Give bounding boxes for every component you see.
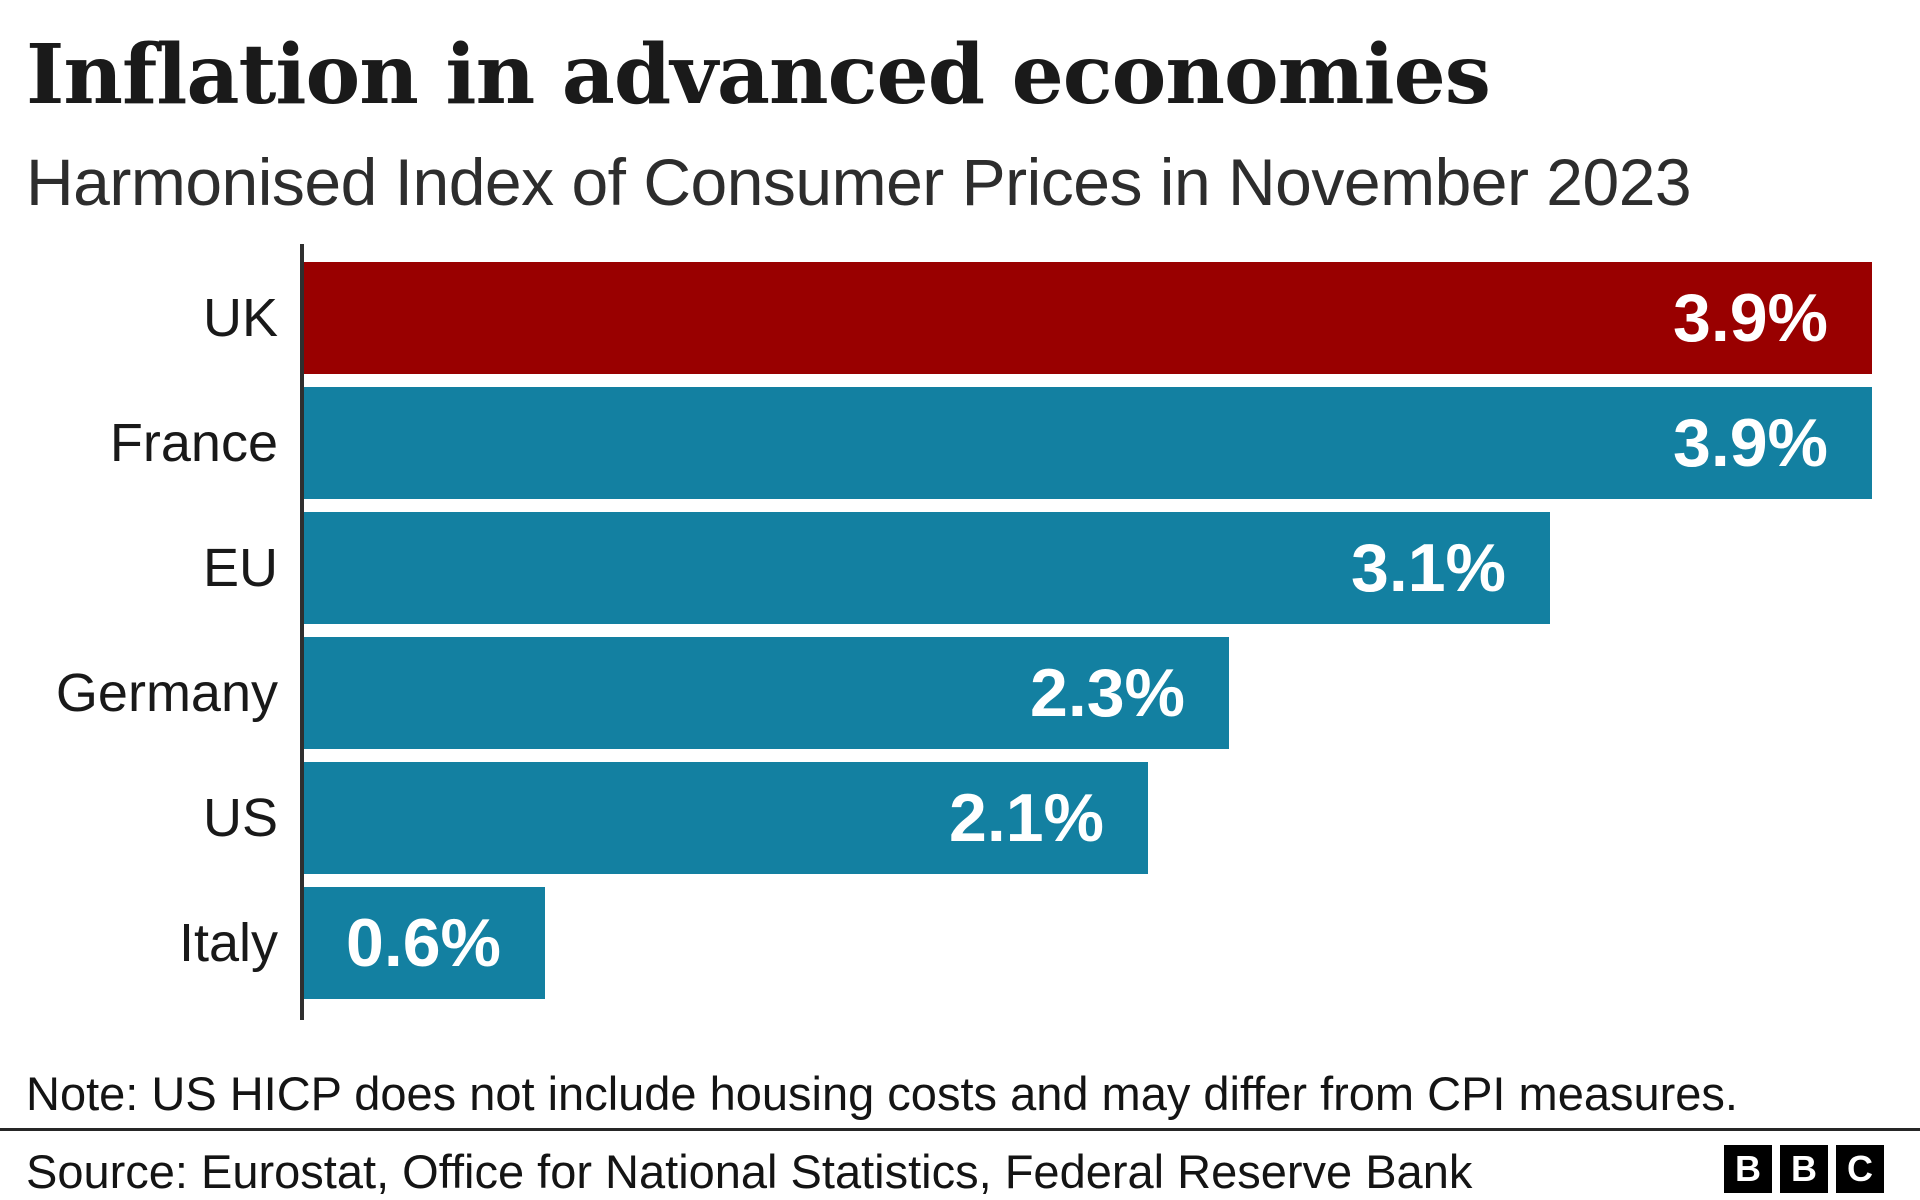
bar-us: 2.1% <box>304 762 1148 874</box>
value-label: 3.9% <box>1673 405 1828 481</box>
value-label: 3.1% <box>1351 530 1506 606</box>
value-label: 2.1% <box>949 780 1104 856</box>
bar-france: 3.9% <box>304 387 1872 499</box>
bar-italy: 0.6% <box>304 887 545 999</box>
category-label: UK <box>202 288 278 348</box>
bbc-logo-letter: B <box>1735 1148 1761 1189</box>
category-label: US <box>202 788 278 848</box>
chart-title: Inflation in advanced economies <box>26 27 1491 123</box>
bbc-logo-letter: B <box>1791 1148 1817 1189</box>
source-text: Source: Eurostat, Office for National St… <box>26 1145 1473 1198</box>
category-label: Germany <box>55 663 278 723</box>
value-label: 0.6% <box>346 905 501 981</box>
footer-divider <box>0 1128 1920 1131</box>
value-label: 3.9% <box>1673 280 1828 356</box>
category-label: France <box>109 413 278 473</box>
bbc-logo-letter: C <box>1847 1148 1873 1189</box>
bbc-logo-box: B <box>1724 1145 1772 1193</box>
bar-uk: 3.9% <box>304 262 1872 374</box>
bbc-logo: B B C <box>1724 1145 1884 1193</box>
bar-eu: 3.1% <box>304 512 1550 624</box>
chart-subtitle: Harmonised Index of Consumer Prices in N… <box>26 145 1692 219</box>
bar-germany: 2.3% <box>304 637 1229 749</box>
category-label: EU <box>202 538 278 598</box>
bar-chart-plot-area: UK 3.9% France 3.9% EU 3.1% Germany 2.3% US 2.1% I… <box>0 244 1920 1020</box>
category-label: Italy <box>178 913 278 973</box>
value-label: 2.3% <box>1030 655 1185 731</box>
bbc-logo-box: C <box>1836 1145 1884 1193</box>
note-text: Note: US HICP does not include housing c… <box>26 1067 1738 1120</box>
bbc-logo-box: B <box>1780 1145 1828 1193</box>
y-axis-line <box>300 244 304 1020</box>
